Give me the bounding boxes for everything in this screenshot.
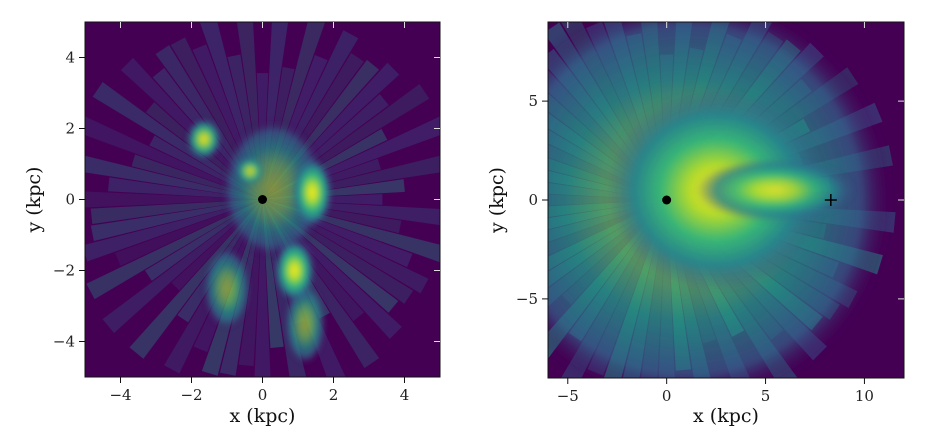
heatmap-hotspot [274, 239, 315, 302]
sun-plus-marker [824, 194, 837, 206]
x-tick-label: −4 [109, 386, 131, 404]
heatmap-streak [85, 116, 263, 200]
x-tick-label: 2 [329, 386, 339, 404]
x-axis-label: x (kpc) [230, 405, 296, 427]
heatmap-hotspot [186, 119, 221, 160]
x-tick-label: 4 [400, 386, 410, 404]
y-tick-label: 2 [65, 120, 75, 138]
x-tick-label: −5 [557, 387, 579, 405]
heatmap-hotspot [204, 248, 250, 329]
heatmap-streak [262, 199, 440, 226]
heatmap-streak [115, 199, 263, 266]
heatmap-streak [92, 81, 263, 200]
y-tick-label: 4 [65, 49, 75, 67]
heatmap-streak [254, 199, 271, 377]
x-tick-label: 0 [258, 386, 268, 404]
x-tick-label: 0 [662, 387, 672, 405]
heatmap-field [85, 22, 440, 377]
heatmap-streak [90, 199, 263, 241]
origin-dot-marker [662, 195, 672, 205]
heatmap-streak [262, 22, 326, 200]
y-tick-label: 0 [65, 191, 75, 209]
heatmap-hotspot [292, 158, 333, 227]
x-tick-label: −2 [180, 386, 202, 404]
heatmap-streak [85, 191, 263, 208]
heatmap-streak [129, 199, 263, 359]
y-tick-label: 5 [528, 92, 538, 110]
heatmap-hotspot [285, 283, 325, 364]
y-tick-label: −4 [53, 333, 75, 351]
y-tick-label: −2 [53, 262, 75, 280]
heatmap-streak [236, 22, 263, 200]
y-tick-label: 0 [528, 191, 538, 209]
y-axis-label: y (kpc) [23, 167, 45, 234]
heatmap-hotspot [222, 120, 325, 258]
heatmap-streak [86, 199, 263, 300]
heatmap-streak [85, 155, 263, 200]
x-tick-label: 5 [761, 387, 771, 405]
heatmap-streak [102, 199, 263, 333]
y-axis-label: y (kpc) [486, 167, 508, 234]
y-tick-label: −5 [516, 290, 538, 308]
x-axis-label: x (kpc) [693, 405, 759, 427]
heatmap-field [548, 22, 896, 378]
heatmap-hotspot [235, 156, 265, 186]
origin-dot-marker [258, 195, 267, 204]
heatmap-hotspot [696, 158, 855, 222]
heatmap-streak [90, 199, 263, 225]
x-tick-label: 10 [855, 387, 874, 405]
heatmap-streak [85, 199, 263, 262]
left-heatmap-panel: −4 −2 0 2 4 −4 −2 0 2 4 x (kpc) y (kpc) [23, 21, 441, 427]
